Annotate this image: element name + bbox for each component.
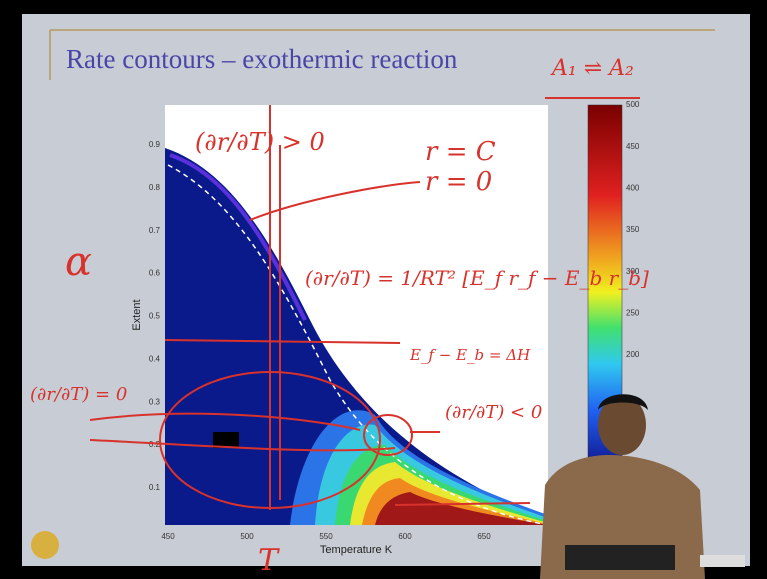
x-tick-label: 450 <box>161 532 175 541</box>
colorbar-tick-label: 350 <box>626 225 640 234</box>
y-tick-label: 0.9 <box>149 140 161 149</box>
handwritten-label: (∂r/∂T) > 0 <box>195 128 325 156</box>
handwritten-label: (∂r/∂T) < 0 <box>445 402 542 423</box>
handwritten-label: r = 0 <box>425 167 492 197</box>
y-axis-label: Extent <box>131 299 143 330</box>
colorbar-tick-label: 450 <box>626 142 640 151</box>
video-frame: Rate contours – exothermic reaction 500 4… <box>0 0 767 579</box>
handwritten-label: r = C <box>425 137 496 167</box>
y-tick-label: 0.2 <box>149 440 161 449</box>
slide-title: Rate contours – exothermic reaction <box>66 44 458 74</box>
colorbar-tick-label: 200 <box>626 350 640 359</box>
handwritten-label: T <box>258 543 280 578</box>
y-tick-label: 0.6 <box>149 269 161 278</box>
logo <box>31 531 59 559</box>
y-tick-label: 0.4 <box>149 354 161 363</box>
x-tick-label: 500 <box>240 532 254 541</box>
x-axis-label: Temperature K <box>320 544 393 556</box>
x-tick-label: 550 <box>319 532 333 541</box>
marker <box>213 432 239 448</box>
colorbar-tick-label: 400 <box>626 183 640 192</box>
x-tick-label: 650 <box>477 532 491 541</box>
y-tick-label: 0.5 <box>149 312 161 321</box>
y-tick-label: 0.1 <box>149 483 161 492</box>
colorbar-tick-label: 500 <box>626 100 640 109</box>
handwritten-label: E_f − E_b = ΔH <box>409 346 531 364</box>
handwritten-label: (∂r/∂T) = 0 <box>30 384 127 405</box>
handwritten-label: α <box>65 239 92 285</box>
handwritten-label: A₁ ⇌ A₂ <box>550 56 634 81</box>
handwritten-label: (∂r/∂T) = 1/RT² [E_f r_f − E_b r_b] <box>305 266 649 290</box>
x-tick-label: 600 <box>398 532 412 541</box>
y-tick-label: 0.3 <box>149 397 161 406</box>
y-tick-label: 0.7 <box>149 226 161 235</box>
y-tick-label: 0.8 <box>149 183 161 192</box>
colorbar-tick-label: 250 <box>626 308 640 317</box>
